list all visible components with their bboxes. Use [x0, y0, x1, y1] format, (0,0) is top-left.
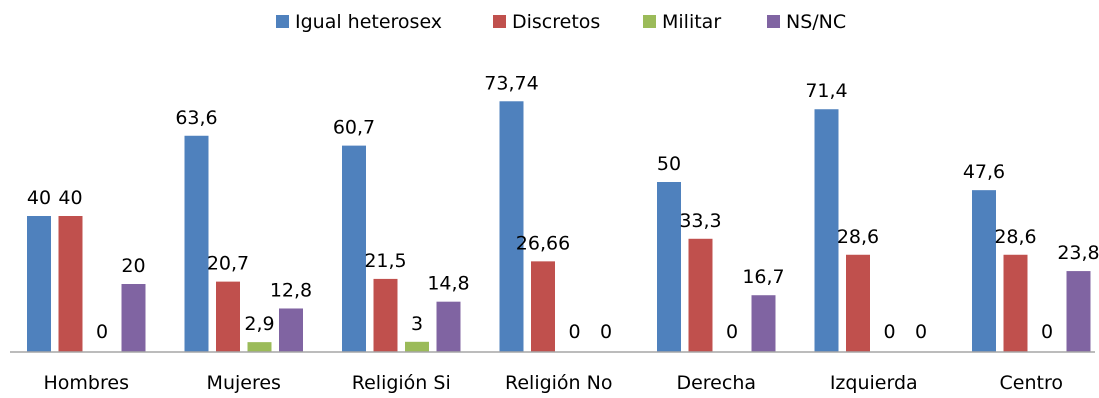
bar-centro-igual-heterosex — [972, 190, 996, 352]
data-label-religion-si-militar: 3 — [411, 313, 423, 335]
data-label-derecha-igual-heterosex: 50 — [657, 153, 681, 175]
bar-mujeres-militar — [247, 342, 272, 352]
bar-religion-si-discretos — [373, 278, 398, 352]
x-tick-label-religion-no: Religión No — [505, 372, 612, 394]
bar-izquierda-discretos — [846, 254, 870, 352]
bar-derecha-igual-heterosex — [657, 182, 681, 352]
data-label-izquierda-igual-heterosex: 71,4 — [805, 80, 847, 102]
legend-swatch-discretos — [493, 15, 506, 28]
data-label-centro-ns-nc: 23,8 — [1057, 242, 1099, 264]
x-tick-label-derecha: Derecha — [676, 372, 756, 394]
legend-label-ns-nc: NS/NC — [786, 11, 846, 33]
data-label-hombres-militar: 0 — [96, 321, 108, 343]
x-tick-label-izquierda: Izquierda — [830, 372, 918, 394]
data-labels: 40 40 0 20 63,6 20,7 2,9 12,8 60,7 21,5 314,8 73,74… — [27, 72, 1099, 343]
legend-label-militar: Militar — [662, 11, 721, 33]
bar-mujeres-discretos — [216, 281, 240, 352]
category-labels: Hombres Mujeres Religión Si Religión No Dere… — [44, 372, 1063, 394]
data-label-mujeres-igual-heterosex: 63,6 — [175, 107, 217, 129]
bar-centro-discretos — [1003, 254, 1028, 352]
data-label-religion-no-discretos: 26,66 — [516, 232, 570, 254]
data-label-hombres-ns-nc: 20 — [121, 255, 145, 277]
bar-derecha-discretos — [688, 238, 713, 352]
data-label-derecha-discretos: 33,3 — [679, 210, 721, 232]
bar-hombres-igual-heterosex — [27, 216, 51, 352]
bar-mujeres-igual-heterosex — [184, 135, 209, 352]
data-label-mujeres-militar: 2,9 — [244, 313, 274, 335]
bar-religion-no-igual-heterosex — [499, 101, 524, 352]
data-label-hombres-igual-heterosex: 40 — [27, 187, 51, 209]
bar-centro-ns-nc — [1066, 271, 1091, 352]
legend-label-discretos: Discretos — [512, 11, 600, 33]
bar-izquierda-igual-heterosex — [814, 109, 839, 353]
x-tick-label-religion-si: Religión Si — [352, 372, 451, 394]
x-tick-label-mujeres: Mujeres — [207, 372, 281, 394]
data-label-religion-no-igual-heterosex: 73,74 — [484, 72, 538, 94]
x-tick-label-hombres: Hombres — [44, 372, 129, 394]
data-label-mujeres-discretos: 20,7 — [207, 253, 249, 275]
data-label-derecha-militar: 0 — [726, 321, 738, 343]
data-label-mujeres-ns-nc: 12,8 — [270, 279, 312, 301]
data-label-religion-si-ns-nc: 14,8 — [427, 273, 469, 295]
bar-religion-si-igual-heterosex — [342, 145, 366, 352]
data-label-izquierda-discretos: 28,6 — [837, 226, 879, 248]
data-label-derecha-ns-nc: 16,7 — [742, 266, 784, 288]
data-label-religion-no-militar: 0 — [568, 321, 580, 343]
data-label-centro-militar: 0 — [1041, 321, 1053, 343]
bar-derecha-ns-nc — [751, 295, 776, 352]
legend-label-igual-heterosex: Igual heterosex — [295, 11, 442, 33]
data-label-centro-discretos: 28,6 — [994, 226, 1036, 248]
data-label-izquierda-militar: 0 — [883, 321, 895, 343]
legend-swatch-militar — [643, 15, 656, 28]
data-label-centro-igual-heterosex: 47,6 — [963, 161, 1005, 183]
data-label-izquierda-ns-nc: 0 — [915, 321, 927, 343]
bar-mujeres-ns-nc — [279, 308, 303, 352]
data-label-religion-no-ns-nc: 0 — [600, 321, 612, 343]
bar-hombres-discretos — [58, 216, 83, 352]
bar-religion-si-ns-nc — [436, 301, 461, 352]
chart-bars — [27, 101, 1091, 353]
legend-swatch-igual-heterosex — [276, 15, 289, 28]
data-label-religion-si-discretos: 21,5 — [364, 250, 406, 272]
bar-religion-no-discretos — [531, 261, 555, 352]
bar-religion-si-militar — [405, 341, 429, 352]
bar-hombres-ns-nc — [121, 284, 146, 352]
data-label-religion-si-igual-heterosex: 60,7 — [333, 117, 375, 139]
data-label-hombres-discretos: 40 — [58, 187, 82, 209]
x-tick-label-centro: Centro — [1000, 372, 1063, 394]
chart-legend: Igual heterosex Discretos Militar NS/NC — [276, 11, 846, 33]
legend-swatch-ns-nc — [767, 15, 780, 28]
